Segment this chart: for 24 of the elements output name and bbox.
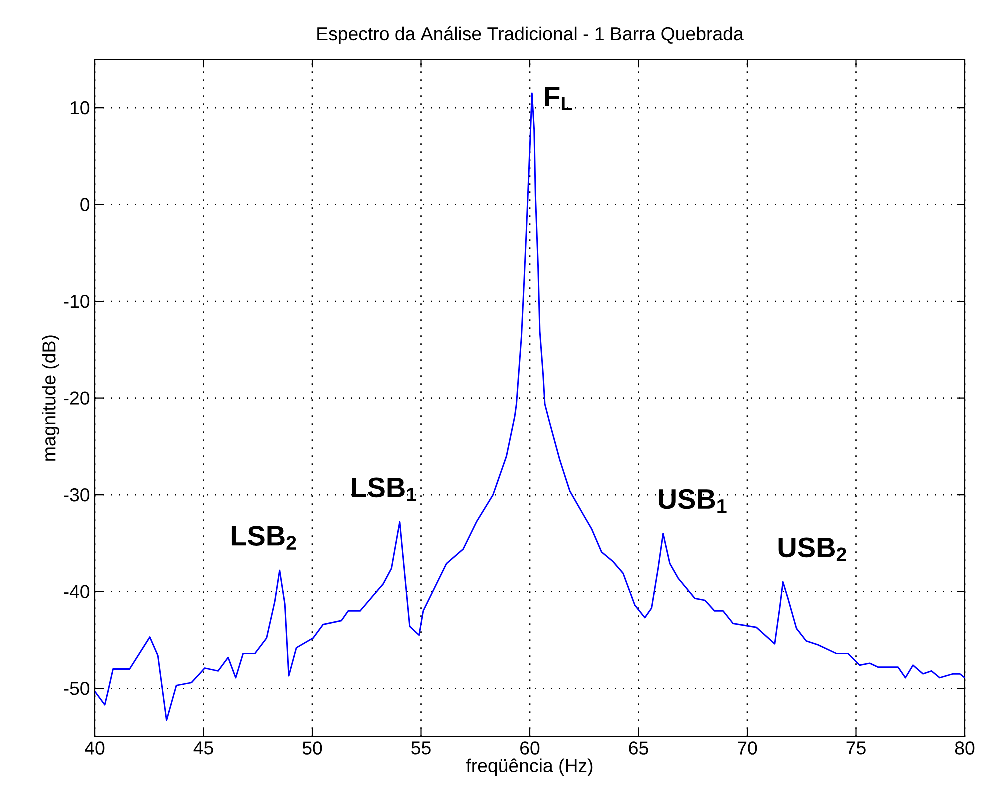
y-tick-label: -40: [64, 585, 90, 598]
x-axis-title: freqüência (Hz): [466, 758, 593, 776]
x-tick-label: 60: [520, 742, 540, 755]
annotation: USB$_{2}$: [778, 538, 846, 562]
annotation: LSB$_{1}$: [352, 478, 417, 502]
y-axis-title: magnitude (dB): [42, 336, 60, 461]
annotation: USB$_{1}$: [658, 489, 727, 514]
y-tick-label: -30: [64, 488, 90, 502]
y-tick-label: 10: [70, 101, 90, 115]
annotation: LSB$_{2}$: [232, 526, 296, 550]
x-tick-label: 70: [738, 742, 758, 755]
x-tick-label: 50: [302, 742, 322, 755]
y-tick-label: 0: [80, 198, 90, 212]
x-tick-label: 65: [629, 742, 648, 755]
x-tick-label: 40: [85, 742, 105, 755]
y-tick-label: -10: [64, 294, 90, 308]
x-tick-label: 75: [846, 742, 866, 755]
y-tick-label: -20: [64, 392, 90, 405]
y-tick-label: -50: [64, 682, 90, 696]
chart-title: Espectro da Análise Tradicional - 1 Barra Quebrada: [318, 26, 744, 44]
x-tick-label: 80: [955, 742, 975, 755]
x-tick-label: 45: [194, 742, 214, 755]
annotation: F$_{L}$: [545, 87, 572, 111]
x-tick-label: 55: [412, 742, 431, 755]
